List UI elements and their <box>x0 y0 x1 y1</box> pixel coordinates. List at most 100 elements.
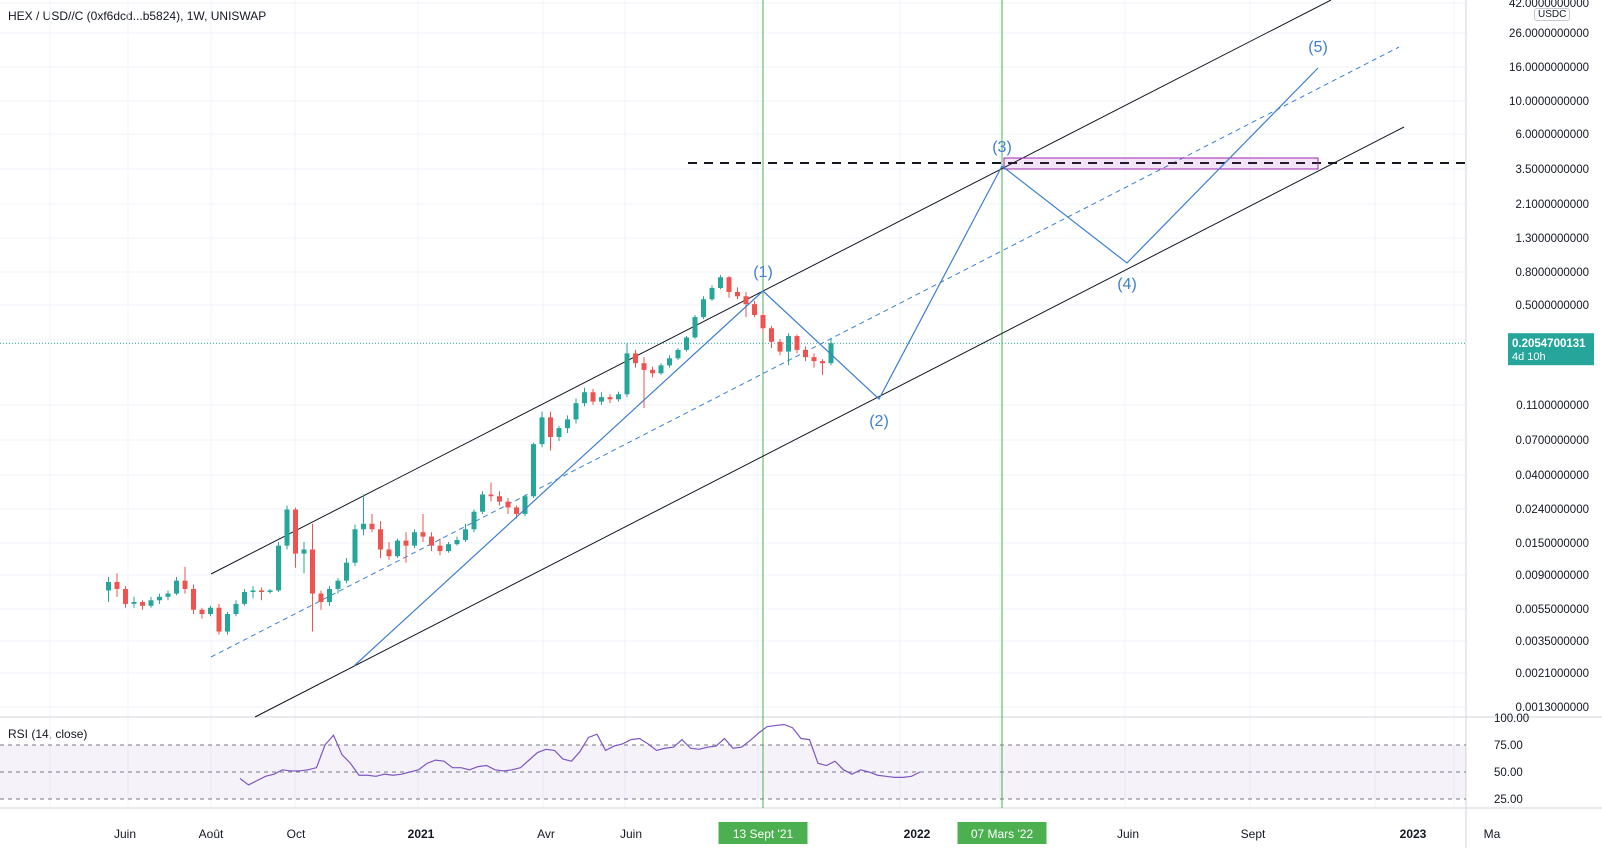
time-tick-label: 2022 <box>904 827 931 841</box>
candle-body <box>548 417 553 437</box>
candle-body <box>624 353 630 395</box>
current-price-badge <box>1508 333 1594 366</box>
candle-body <box>735 291 740 297</box>
channel-upper-line <box>210 0 1332 575</box>
candle-body <box>641 363 647 370</box>
time-tick-label: Juin <box>114 827 136 841</box>
candle-body <box>208 607 213 615</box>
candle-body <box>191 588 196 610</box>
rsi-axis-label: 100.00 <box>1494 713 1529 725</box>
candle-body <box>590 392 596 402</box>
wave-label-4: (4) <box>1117 276 1137 293</box>
price-tick-label: 0.8000000000 <box>1515 267 1589 279</box>
candle-body <box>123 588 128 604</box>
candle-body <box>811 357 817 362</box>
candle-body <box>310 549 315 594</box>
rsi-indicator-label[interactable]: RSI (14, close) <box>8 727 88 741</box>
candle-body <box>794 336 800 350</box>
price-tick-label: 10.0000000000 <box>1509 96 1589 108</box>
candle-body <box>556 428 562 437</box>
candle-body <box>131 602 137 604</box>
candle-body <box>182 580 188 589</box>
candle-body <box>378 529 383 550</box>
rsi-axis-label: 25.00 <box>1494 794 1523 806</box>
price-tick-label: 0.0035000000 <box>1515 636 1589 648</box>
symbol-title[interactable]: HEX / USD//C (0xf6dcd...b5824), 1W, UNIS… <box>8 9 267 23</box>
candle-body <box>276 545 281 591</box>
time-tick-label: Oct <box>287 827 306 841</box>
time-tick-label: 2023 <box>1400 827 1427 841</box>
candle-body <box>760 315 766 329</box>
price-tick-label: 0.0240000000 <box>1515 504 1589 516</box>
candle-body <box>361 523 366 530</box>
candle-body <box>242 591 247 604</box>
price-tick-label: 6.0000000000 <box>1515 129 1589 141</box>
candle-body <box>514 507 519 514</box>
candle-body <box>573 403 579 420</box>
candle-body <box>157 596 162 601</box>
candle-body <box>709 287 715 300</box>
candle-body <box>684 337 689 350</box>
candle-body <box>395 540 400 557</box>
candle-body <box>803 349 808 358</box>
candle-body <box>743 296 749 305</box>
candle-body <box>250 590 256 592</box>
candle-body <box>701 299 706 318</box>
time-axis[interactable]: Juin Août Oct 2021 Avr Juin 13 Sept '21 2022 07 … <box>114 822 1501 844</box>
elliott-wave-path[interactable] <box>353 67 1319 667</box>
price-tick-label: 0.0150000000 <box>1515 538 1589 550</box>
candle-body <box>114 581 120 589</box>
candle-body <box>531 444 536 497</box>
time-tick-label: Ma <box>1484 827 1501 841</box>
candle-body <box>335 580 341 589</box>
candle-body <box>488 494 494 497</box>
time-tick-label: 07 Mars '22 <box>971 827 1034 841</box>
candle-body <box>616 394 621 400</box>
countdown-label: 4d 10h <box>1512 351 1546 363</box>
price-tick-label: 0.5000000000 <box>1515 300 1589 312</box>
target-zone[interactable] <box>688 157 1466 170</box>
candle-body <box>284 509 290 546</box>
candle-body <box>267 590 273 592</box>
candle-body <box>539 417 545 445</box>
target-box <box>1003 157 1319 170</box>
candle-body <box>437 545 443 552</box>
candle-body <box>505 501 511 508</box>
wave-labels: (1) (2) (3) (4) (5) <box>753 39 1328 430</box>
channel-lower-line <box>254 126 1405 718</box>
candle-body <box>565 419 570 429</box>
price-axis[interactable]: 42.0000000000 26.0000000000 16.0000000000 1… <box>1494 0 1594 806</box>
candle-body <box>140 602 145 606</box>
candle-body <box>327 588 332 603</box>
candle-body <box>786 336 791 352</box>
rsi-axis-label: 75.00 <box>1494 740 1523 752</box>
candle-body <box>463 529 468 540</box>
candle-body <box>412 532 417 546</box>
candle-body <box>828 343 834 364</box>
time-tick-label: Avr <box>537 827 555 841</box>
candle-body <box>174 580 179 594</box>
rsi-band <box>0 745 1466 799</box>
candle-body <box>777 341 783 352</box>
candle-body <box>429 536 434 546</box>
candle-body <box>497 496 502 502</box>
price-tick-label: 16.0000000000 <box>1509 62 1589 74</box>
rsi-line <box>239 723 921 786</box>
wave-label-3: (3) <box>992 139 1012 156</box>
candle-body <box>403 540 409 546</box>
candle-body <box>233 603 239 615</box>
candle-body <box>650 369 655 374</box>
candle-body <box>386 549 392 557</box>
time-tick-label: 13 Sept '21 <box>733 827 794 841</box>
price-tick-label: 0.0021000000 <box>1515 668 1589 680</box>
time-tick-label: Août <box>199 827 224 841</box>
candle-body <box>106 581 111 591</box>
candle-body <box>582 392 587 404</box>
currency-badge[interactable]: USDC <box>1534 8 1571 21</box>
wave-label-5: (5) <box>1308 39 1328 56</box>
time-tick-label: Juin <box>1117 827 1139 841</box>
price-tick-label: 0.0700000000 <box>1515 435 1589 447</box>
candle-body <box>420 532 426 537</box>
candle-body <box>148 600 154 606</box>
